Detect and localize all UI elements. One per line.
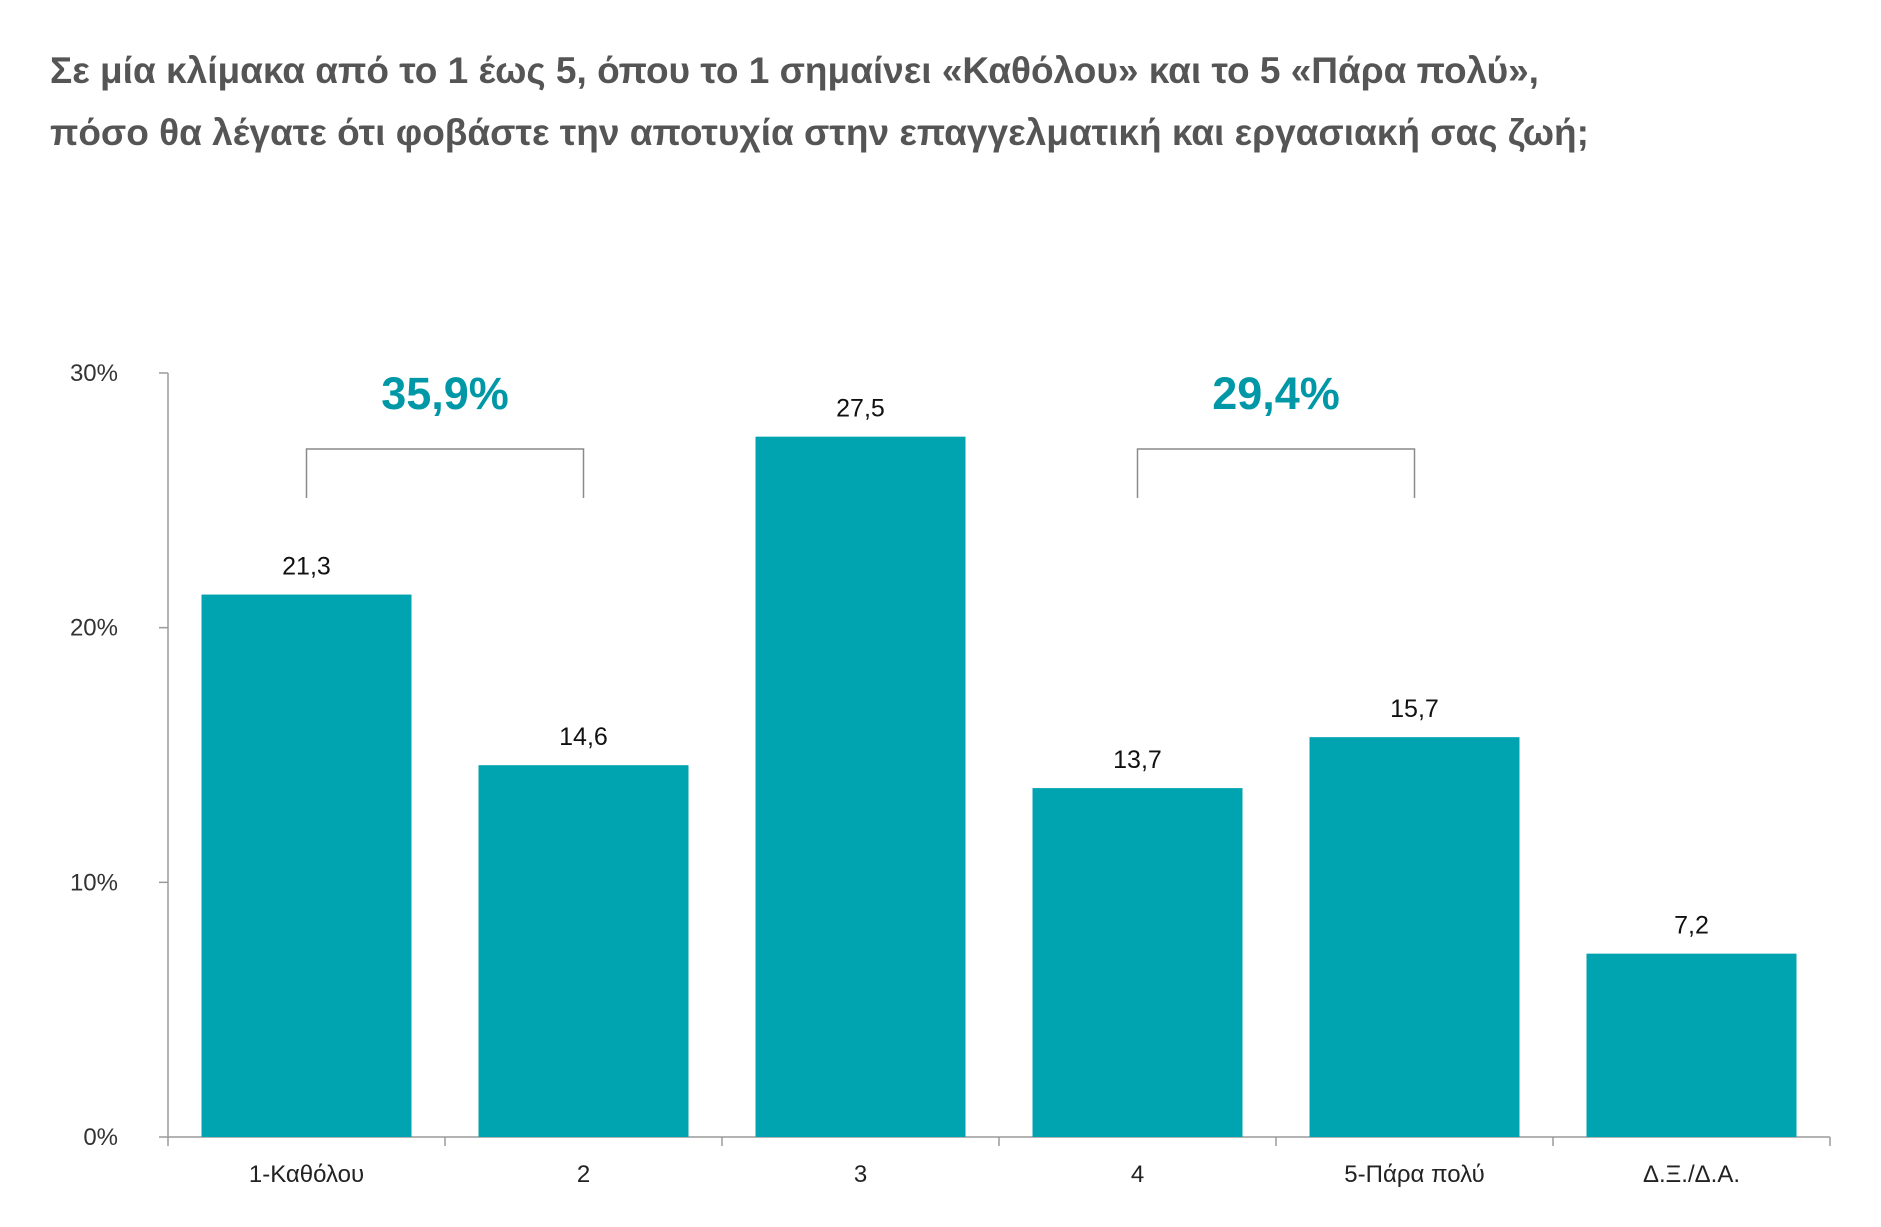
x-tick-label: Δ.Ξ./Δ.Α. (1643, 1161, 1740, 1188)
x-axis (167, 1136, 1831, 1146)
x-tick-label: 1-Καθόλου (249, 1161, 364, 1188)
group-bracket (1136, 448, 1416, 498)
y-tick-label: 30% (70, 360, 118, 387)
group-annotations: 35,9% 29,4% (305, 368, 1416, 498)
data-label: 27,5 (836, 395, 885, 423)
x-tick-label: 3 (854, 1161, 867, 1188)
x-tick-label: 2 (577, 1161, 590, 1188)
data-label: 13,7 (1113, 746, 1162, 774)
x-tick-label: 4 (1131, 1161, 1144, 1188)
y-tick-label: 10% (70, 869, 118, 896)
bar (1586, 953, 1797, 1137)
bar (1309, 737, 1520, 1137)
value-labels: 21,3 14,6 27,5 13,7 15,7 7,2 (282, 395, 1709, 940)
group-bracket (305, 448, 585, 498)
bar (478, 765, 689, 1137)
bar (1032, 788, 1243, 1137)
group-total-label: 35,9% (381, 368, 509, 419)
bars (201, 436, 1797, 1138)
y-tick-label: 20% (70, 615, 118, 642)
y-tick-label: 0% (83, 1124, 118, 1151)
data-label: 21,3 (282, 553, 331, 581)
x-tick-label: 5-Πάρα πολύ (1344, 1161, 1484, 1188)
data-label: 7,2 (1674, 912, 1709, 940)
data-label: 14,6 (559, 723, 608, 751)
bar (755, 436, 966, 1138)
chart-title: Σε μία κλίμακα από το 1 έως 5, όπου το 1… (50, 50, 1589, 153)
group-total-label: 29,4% (1212, 368, 1340, 419)
bar (201, 594, 412, 1137)
y-axis: 0% 10% 20% 30% (70, 360, 169, 1151)
data-label: 15,7 (1390, 695, 1439, 723)
category-labels: 1-Καθόλου 2 3 4 5-Πάρα πολύ Δ.Ξ./Δ.Α. (249, 1161, 1740, 1188)
